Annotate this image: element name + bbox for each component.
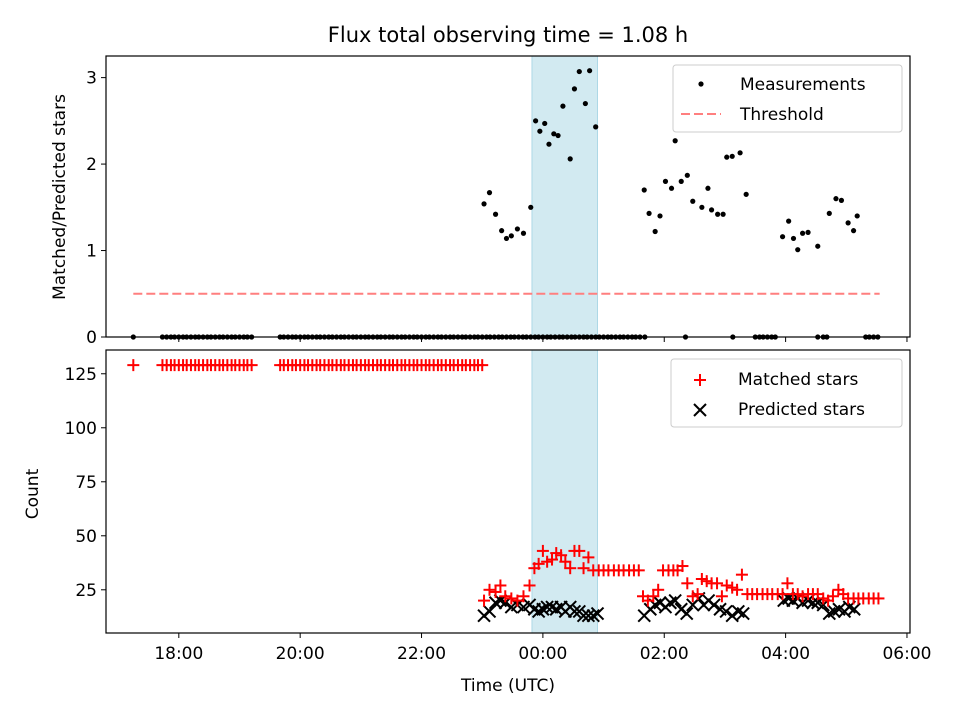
measurement-point (721, 212, 726, 217)
y-tick-label: 100 (65, 419, 97, 439)
measurement-point (653, 229, 658, 234)
bottom-y-axis-label: Count (23, 468, 43, 519)
observing-span (532, 56, 598, 337)
measurement-point (572, 86, 577, 91)
measurement-point (690, 199, 695, 204)
chart: Flux total observing time = 1.08 h 0123 … (0, 0, 960, 720)
x-tick-label: 04:00 (761, 644, 810, 664)
measurement-point (815, 244, 820, 249)
measurement-point (699, 205, 704, 210)
y-tick-label: 0 (86, 328, 97, 348)
measurement-point (724, 155, 729, 160)
measurement-point (715, 212, 720, 217)
y-tick-label: 75 (75, 473, 97, 493)
measurement-point (833, 196, 838, 201)
legend-measurements-label: Measurements (740, 75, 866, 95)
measurement-point (555, 133, 560, 138)
measurement-point (855, 213, 860, 218)
x-axis-label: Time (UTC) (460, 676, 555, 696)
bottom-legend: Matched stars Predicted stars (671, 359, 902, 427)
measurement-point (521, 231, 526, 236)
measurement-point (493, 212, 498, 217)
chart-title: Flux total observing time = 1.08 h (328, 23, 688, 47)
y-tick-label: 125 (65, 365, 97, 385)
measurement-point (568, 156, 573, 161)
x-tick-label: 18:00 (154, 644, 203, 664)
y-tick-label: 3 (86, 69, 97, 89)
measurement-point (509, 233, 514, 238)
measurement-point (827, 211, 832, 216)
measurement-point (587, 68, 592, 73)
measurement-point (780, 234, 785, 239)
measurement-point (499, 228, 504, 233)
y-tick-label: 2 (86, 155, 97, 175)
x-tick-label: 02:00 (640, 644, 689, 664)
measurement-point (791, 236, 796, 241)
measurement-point (504, 236, 509, 241)
measurement-point (800, 231, 805, 236)
x-tick-label: 20:00 (276, 644, 325, 664)
measurement-point (528, 205, 533, 210)
measurement-point (583, 101, 588, 106)
y-tick-label: 50 (75, 527, 97, 547)
measurement-point (737, 150, 742, 155)
x-tick-label: 22:00 (397, 644, 446, 664)
top-y-axis-label: Matched/Predicted stars (50, 94, 70, 300)
legend-matched-label: Matched stars (738, 370, 858, 390)
measurement-point (846, 220, 851, 225)
measurement-point (839, 198, 844, 203)
measurement-point (730, 154, 735, 159)
measurement-point (481, 201, 486, 206)
measurement-point (663, 179, 668, 184)
y-tick-label: 25 (75, 581, 97, 601)
measurement-point (487, 190, 492, 195)
x-tick-label: 00:00 (518, 644, 567, 664)
measurement-point (705, 186, 710, 191)
measurement-point (685, 173, 690, 178)
measurement-point (560, 104, 565, 109)
measurement-point (669, 186, 674, 191)
measurement-point (744, 192, 749, 197)
measurement-point (515, 226, 520, 231)
measurement-point (537, 129, 542, 134)
observing-span (532, 350, 598, 633)
measurement-point (786, 219, 791, 224)
measurement-point (673, 138, 678, 143)
measurement-point (657, 213, 662, 218)
measurement-point (533, 118, 538, 123)
measurement-point (593, 124, 598, 129)
measurement-point (546, 142, 551, 147)
legend-threshold-label: Threshold (739, 105, 824, 125)
legend-predicted-label: Predicted stars (738, 400, 865, 420)
measurement-point (805, 230, 810, 235)
measurement-point (679, 179, 684, 184)
x-tick-label: 06:00 (882, 644, 931, 664)
measurement-point (577, 69, 582, 74)
measurement-point (642, 187, 647, 192)
measurement-point (542, 121, 547, 126)
measurement-point (795, 247, 800, 252)
measurement-point (709, 207, 714, 212)
measurement-point (851, 228, 856, 233)
top-legend: Measurements Threshold (673, 65, 902, 132)
legend-measurements-marker (698, 81, 703, 86)
measurement-point (646, 211, 651, 216)
y-tick-label: 1 (86, 242, 97, 262)
